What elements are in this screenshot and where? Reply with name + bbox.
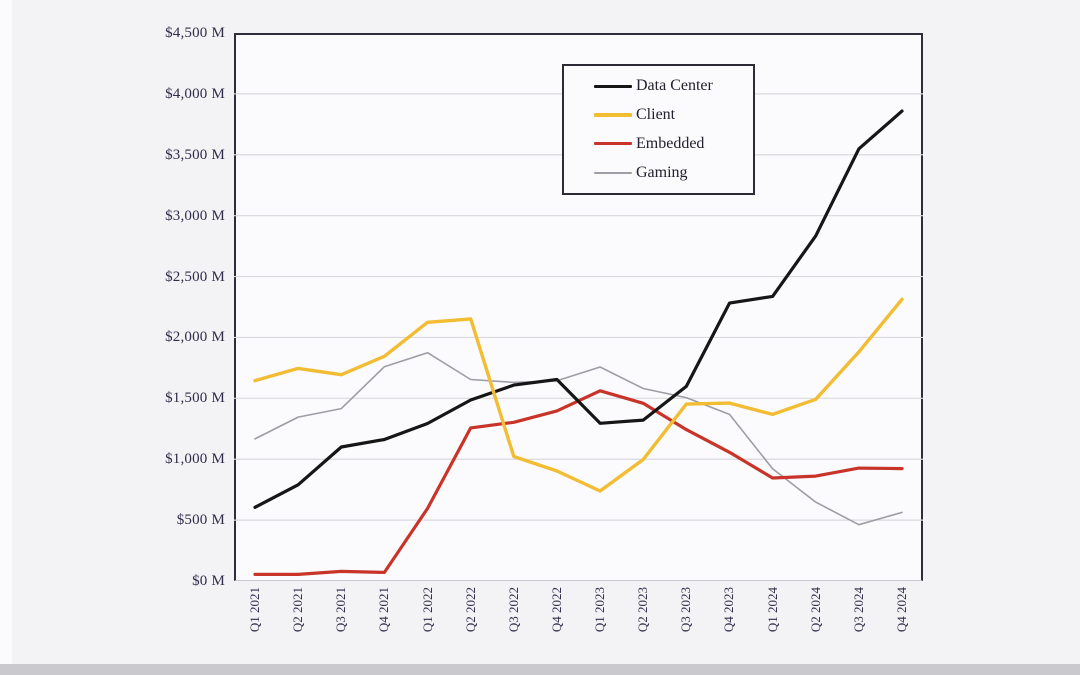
x-tick-label: Q4 2021 [376, 587, 392, 633]
y-tick-label: $2,500 M [165, 268, 225, 285]
legend-item-data-center: Data Center [594, 77, 753, 95]
legend-swatch-client [594, 113, 632, 117]
legend-item-embedded: Embedded [594, 135, 753, 153]
x-tick-label: Q1 2023 [592, 587, 608, 633]
legend: Data Center Client Embedded Gaming [562, 64, 755, 195]
legend-swatch-data-center [594, 84, 632, 88]
x-tick-label: Q2 2024 [807, 587, 823, 633]
legend-label-gaming: Gaming [636, 163, 688, 181]
x-tick-label: Q1 2024 [764, 587, 780, 633]
y-tick-label: $4,000 M [165, 85, 225, 102]
x-tick-label: Q3 2024 [850, 587, 866, 633]
series-line-data-center [253, 109, 904, 509]
legend-swatch-embedded [594, 142, 632, 146]
y-tick-label: $3,000 M [165, 207, 225, 224]
x-tick-label: Q1 2022 [419, 587, 435, 633]
y-tick-label: $4,500 M [165, 25, 225, 41]
legend-label-client: Client [636, 106, 676, 124]
left-edge-strip [0, 0, 12, 675]
x-tick-label: Q3 2023 [678, 587, 694, 633]
x-tick-label: Q4 2022 [548, 587, 564, 633]
x-tick-label: Q3 2022 [505, 587, 521, 633]
y-tick-label: $3,500 M [165, 146, 225, 163]
y-tick-label: $1,500 M [165, 390, 225, 407]
legend-item-client: Client [594, 106, 753, 124]
bottom-edge-band [0, 664, 1080, 675]
x-tick-label: Q3 2021 [333, 587, 349, 633]
x-tick-label: Q1 2021 [247, 587, 262, 633]
x-tick-label: Q2 2023 [635, 587, 651, 633]
plot-area [234, 33, 923, 581]
y-tick-label: $2,000 M [165, 329, 225, 346]
x-tick-label: Q2 2022 [462, 587, 478, 633]
series-line-gaming [254, 351, 903, 526]
x-tick-label: Q4 2023 [721, 587, 737, 633]
series-line-client [253, 297, 904, 493]
x-tick-label: Q4 2024 [894, 587, 909, 633]
legend-label-embedded: Embedded [636, 134, 705, 152]
y-tick-label: $0 M [192, 573, 225, 589]
legend-swatch-gaming [594, 171, 632, 174]
legend-label-data-center: Data Center [636, 77, 713, 95]
x-tick-label: Q2 2021 [290, 587, 306, 633]
legend-item-gaming: Gaming [594, 164, 753, 182]
y-tick-label: $1,000 M [165, 451, 225, 468]
y-tick-label: $500 M [176, 512, 225, 529]
